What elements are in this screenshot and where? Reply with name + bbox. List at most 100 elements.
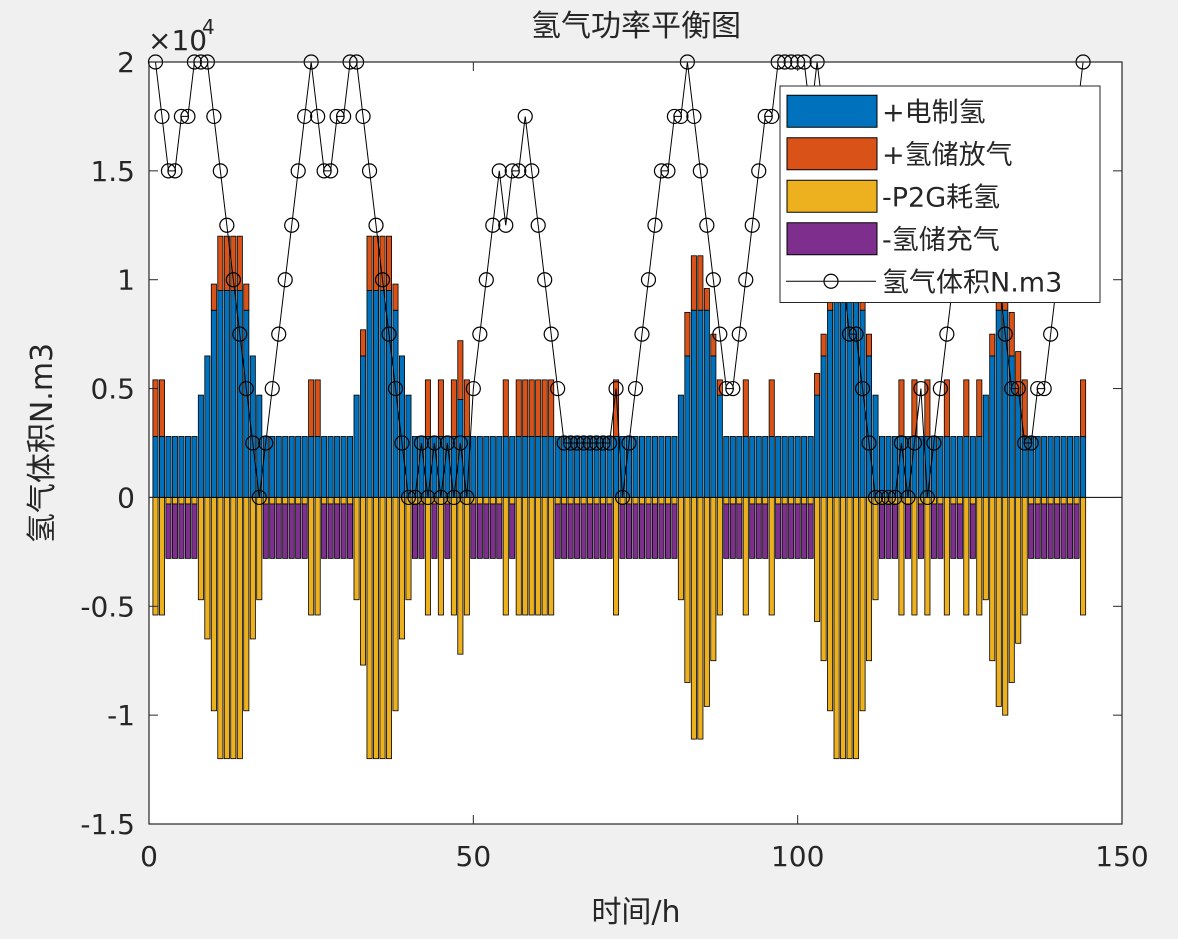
line-marker (446, 489, 462, 506)
bar-segment (781, 436, 788, 498)
bar-segment (269, 503, 276, 559)
line-marker (563, 435, 579, 451)
line-marker (919, 489, 936, 506)
bar-segment (171, 497, 178, 505)
line-marker (699, 217, 715, 233)
bar-segment (574, 497, 581, 505)
line-marker (517, 108, 533, 125)
bar-segment (535, 379, 542, 437)
line-marker (452, 435, 468, 451)
bar-segment (489, 503, 496, 559)
bar-segment (152, 436, 159, 498)
bar-segment (963, 436, 970, 498)
bar-segment (379, 290, 386, 498)
line-marker (394, 435, 410, 451)
bar-segment (703, 288, 710, 311)
y-tick-label: 1.5 (90, 155, 135, 188)
bar-segment (677, 497, 684, 601)
bar-segment (314, 436, 321, 498)
x-tick-label: 0 (140, 840, 158, 873)
bar-segment (982, 497, 989, 601)
bar-segment (230, 290, 237, 498)
x-tick-label: 150 (1095, 840, 1148, 873)
bar-segment (969, 503, 976, 559)
bar-segment (158, 436, 165, 498)
bar-segment (561, 503, 568, 559)
line-marker (1043, 326, 1059, 342)
bar-segment (567, 497, 574, 505)
bar-segment (600, 497, 607, 505)
bar-segment (392, 283, 399, 311)
bar-segment (593, 503, 600, 559)
bar-segment (217, 497, 224, 760)
bar-segment (1034, 497, 1041, 505)
line-marker (225, 272, 241, 288)
bar-segment (794, 503, 801, 559)
bar-segment (373, 235, 380, 292)
line-marker (686, 108, 702, 125)
bar-segment (1041, 503, 1048, 559)
bar-segment (360, 329, 367, 357)
bar-segment (398, 497, 405, 640)
bar-segment (762, 503, 769, 559)
bar-segment (911, 497, 918, 616)
bar-segment (1021, 497, 1028, 616)
bar-segment (386, 497, 393, 760)
bar-segment (807, 503, 814, 559)
bar-segment (308, 436, 315, 498)
line-marker (154, 108, 170, 125)
bar-segment (502, 379, 509, 437)
line-marker (731, 326, 747, 342)
bar-segment (301, 503, 308, 559)
legend-swatch (786, 179, 878, 213)
bar-segment (152, 379, 159, 437)
bar-segment (1047, 497, 1054, 505)
line-marker (530, 217, 546, 233)
bar-segment (606, 497, 613, 505)
bar-segment (833, 290, 840, 498)
bar-segment (340, 436, 347, 498)
bar-segment (937, 497, 944, 505)
bar-segment (243, 497, 250, 712)
bar-segment (515, 436, 522, 498)
line-marker (595, 435, 611, 451)
bar-segment (1060, 503, 1067, 559)
bar-segment (236, 497, 243, 760)
bar-segment (502, 436, 509, 498)
bar-segment (411, 503, 418, 559)
bar-segment (1073, 497, 1080, 505)
bar-segment (184, 497, 191, 505)
bar-segment (373, 497, 380, 760)
legend-swatch (786, 137, 878, 171)
bar-segment (314, 379, 321, 437)
bar-segment (301, 497, 308, 505)
bar-segment (690, 309, 697, 498)
line-marker (854, 380, 871, 397)
line-marker (420, 489, 436, 506)
line-marker (212, 163, 228, 179)
bar-segment (632, 497, 639, 505)
bar-segment (619, 497, 626, 505)
bar-segment (749, 497, 756, 505)
bar-segment (1073, 436, 1080, 498)
line-marker (867, 489, 884, 506)
bar-segment (230, 235, 237, 292)
bar-segment (424, 497, 431, 616)
bar-segment (470, 436, 477, 498)
bar-segment (775, 436, 782, 498)
bar-segment (885, 436, 892, 498)
bar-segment (775, 497, 782, 505)
bar-segment (1060, 497, 1067, 505)
bar-segment (489, 497, 496, 505)
bar-segment (664, 503, 671, 559)
line-marker (757, 108, 773, 125)
bar-segment (729, 503, 736, 559)
bar-segment (1067, 436, 1074, 498)
bar-segment (256, 497, 263, 601)
bar-segment (736, 436, 743, 498)
bar-segment (606, 503, 613, 559)
bar-segment (697, 255, 704, 311)
bar-segment (457, 399, 464, 498)
line-marker (284, 217, 300, 233)
bar-segment (820, 497, 827, 662)
